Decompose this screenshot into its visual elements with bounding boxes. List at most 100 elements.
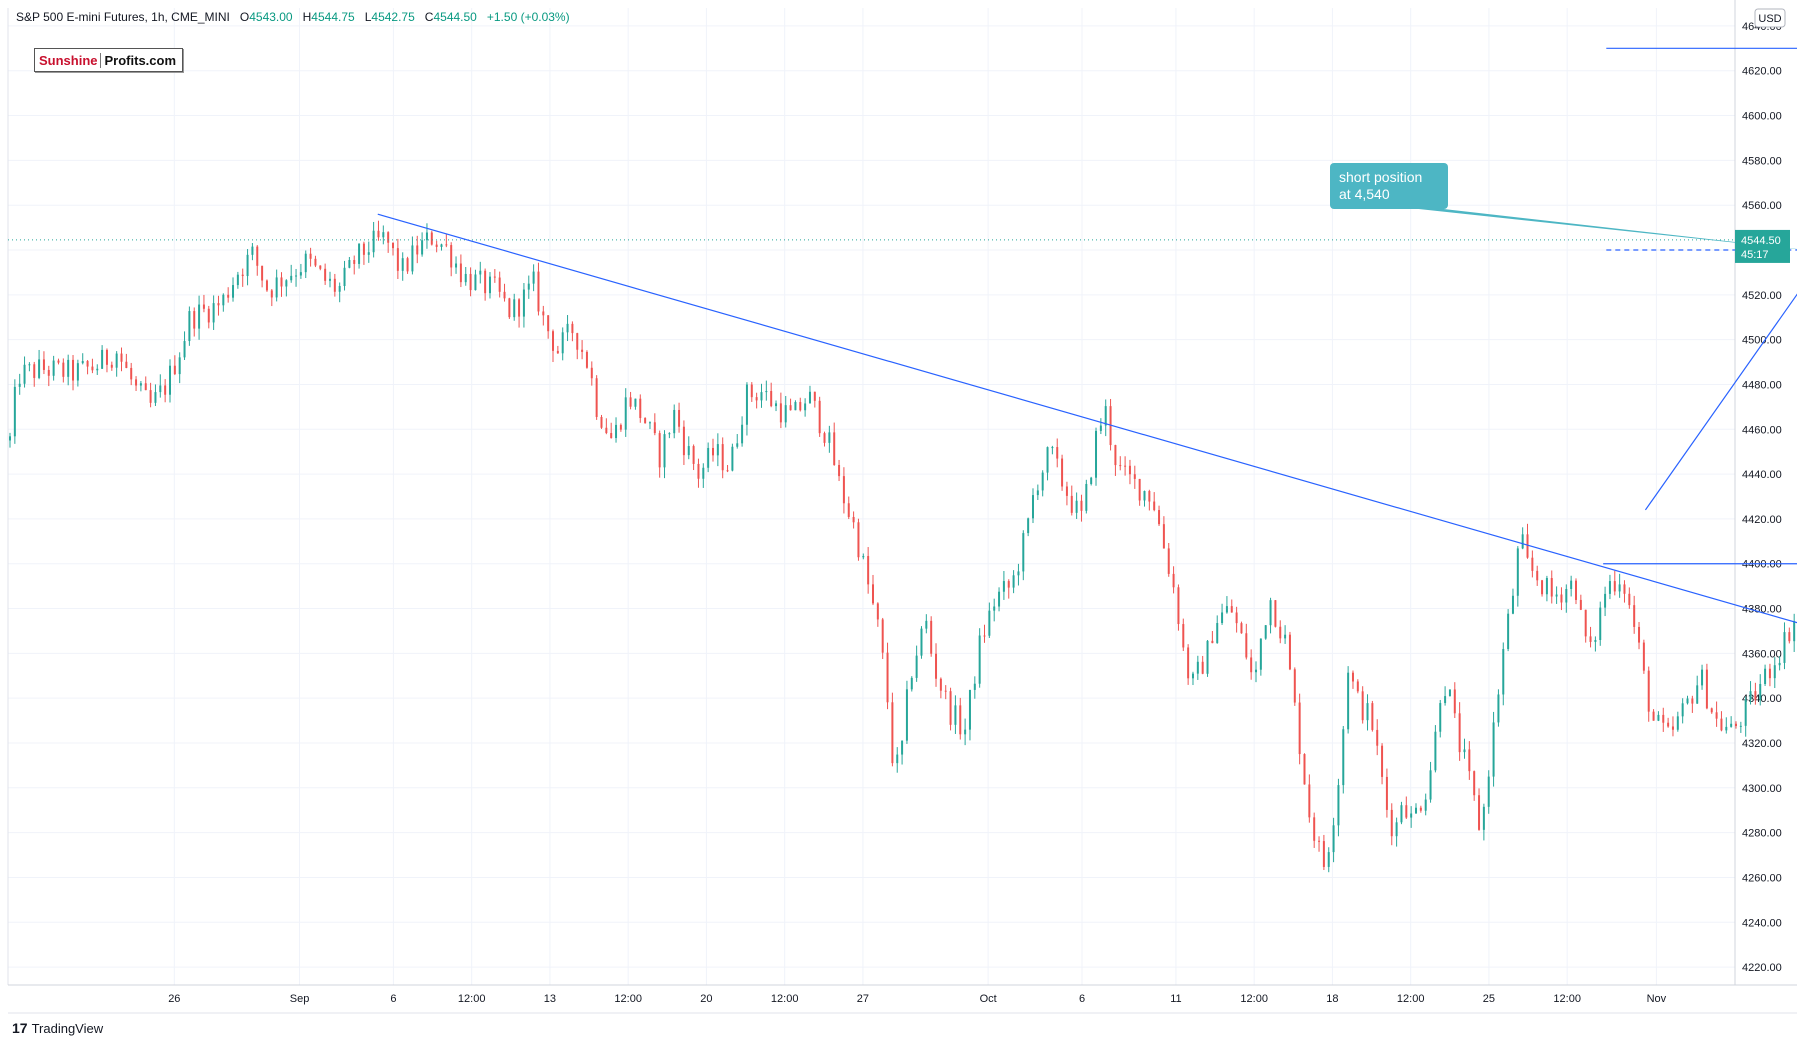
candle-body — [488, 276, 491, 294]
candle-body — [57, 360, 60, 363]
uptrend-line[interactable] — [1644, 205, 1797, 511]
candle-body — [28, 364, 31, 366]
candle-body — [1681, 703, 1684, 717]
candle-body — [348, 260, 351, 268]
candle-body — [784, 405, 787, 423]
candle-body — [741, 424, 744, 444]
candle-body — [1657, 714, 1660, 721]
candle-body — [1783, 632, 1786, 663]
x-tick-label: 12:00 — [1240, 993, 1268, 1005]
price-axis[interactable]: 4220.00 4240.00 4260.00 4280.00 4300.00 4320.… — [1734, 0, 1786, 985]
candle-body — [42, 359, 45, 370]
time-axis[interactable]: 26 Sep 6 12:00 13 12:00 20 12:00 27 Oct 6 11 12:00 18… — [8, 984, 1797, 1014]
candle-body — [1158, 510, 1161, 525]
candle-body — [217, 303, 220, 306]
candle-body — [1395, 822, 1398, 837]
candle-body — [290, 275, 293, 281]
candle-body — [1041, 472, 1044, 491]
candle-body — [1284, 634, 1287, 639]
candle-body — [925, 620, 928, 629]
candle-body — [1604, 593, 1607, 608]
candle-body — [935, 653, 938, 679]
candle-body — [1705, 669, 1708, 709]
candle-body — [377, 230, 380, 238]
candle-body — [1274, 600, 1277, 627]
tradingview-footer[interactable]: 17 TradingView — [12, 1020, 103, 1036]
candle-body — [241, 274, 244, 277]
currency-box[interactable] — [1754, 8, 1786, 28]
candle-body — [847, 503, 850, 517]
candle-body — [891, 702, 894, 764]
candle-body — [1623, 584, 1626, 594]
candle-body — [789, 405, 792, 411]
y-tick-label: 4580.00 — [1742, 155, 1782, 167]
candle-body — [624, 397, 627, 430]
candle-body — [1560, 594, 1563, 603]
candle-body — [1448, 689, 1451, 697]
candle-body — [1080, 500, 1083, 511]
candle-body — [1730, 723, 1733, 727]
candle-body — [309, 253, 312, 259]
candle-body — [644, 418, 647, 424]
candle-body — [1579, 599, 1582, 610]
candle-body — [615, 424, 618, 439]
symbol-header[interactable]: S&P 500 E-mini Futures, 1h, CME_MINI O45… — [16, 10, 570, 24]
candle-body — [1061, 458, 1064, 487]
downtrend-line[interactable] — [377, 213, 1797, 651]
y-tick-label: 4460.00 — [1742, 424, 1782, 436]
candle-body — [745, 384, 748, 425]
candle-body — [1070, 495, 1073, 513]
candle-body — [1322, 841, 1325, 867]
y-tick-label: 4560.00 — [1742, 200, 1782, 212]
candle-body — [1293, 669, 1296, 703]
candle-body — [1182, 624, 1185, 648]
candle-body — [304, 253, 307, 273]
candle-body — [425, 232, 428, 241]
candle-body — [857, 522, 860, 558]
candle-body — [988, 610, 991, 636]
candle-body — [9, 436, 11, 441]
candle-body — [547, 315, 550, 332]
candle-body — [1550, 578, 1553, 597]
candle-body — [222, 294, 225, 306]
candle-body — [794, 402, 797, 411]
candle-body — [1221, 612, 1224, 624]
candle-body — [1696, 685, 1699, 704]
candle-body — [1744, 699, 1747, 726]
candle-body — [86, 361, 89, 367]
open-value: 4543.00 — [249, 10, 293, 24]
candle-body — [585, 351, 588, 368]
candle-body — [1342, 729, 1345, 786]
candles — [9, 220, 1796, 873]
candle-body — [236, 274, 239, 286]
candle-body — [1458, 713, 1461, 753]
candle-body — [576, 333, 579, 350]
candle-body — [1012, 575, 1015, 588]
candle-body — [144, 383, 147, 391]
candle-body — [687, 446, 690, 456]
short-position-callout[interactable] — [1330, 163, 1448, 209]
candle-body — [1589, 636, 1592, 642]
candle-body — [939, 678, 942, 691]
price-labels: 4544.50 45:17 — [1735, 229, 1790, 263]
candle-body — [1410, 813, 1413, 818]
bar-countdown: 45:17 — [1741, 249, 1769, 261]
candle-body — [1725, 726, 1728, 731]
candle-body — [1201, 661, 1204, 674]
candle-body — [125, 361, 128, 368]
candle-body — [101, 349, 104, 369]
candle-body — [1119, 465, 1122, 467]
candle-body — [1720, 718, 1723, 731]
candle-body — [1463, 749, 1466, 753]
candle-body — [1642, 642, 1645, 671]
candle-body — [518, 299, 521, 317]
candle-body — [1419, 807, 1422, 811]
candle-body — [81, 361, 84, 364]
candle-body — [1099, 425, 1102, 431]
candle-body — [1434, 731, 1437, 771]
candle-body — [842, 476, 845, 504]
candle-body — [261, 265, 264, 281]
y-tick-label: 4520.00 — [1742, 290, 1782, 302]
